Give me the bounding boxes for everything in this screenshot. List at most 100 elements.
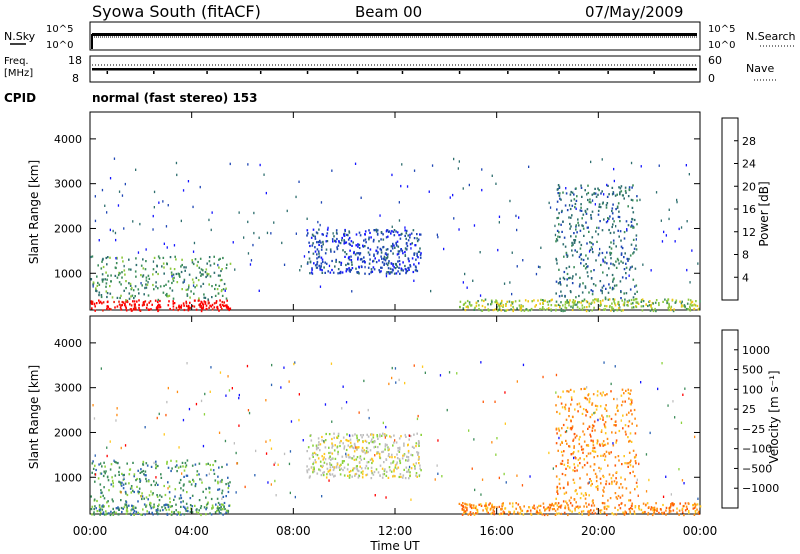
range-cell xyxy=(99,300,102,303)
range-cell xyxy=(689,309,692,312)
range-cell xyxy=(619,191,621,194)
range-cell xyxy=(298,180,300,183)
range-cell xyxy=(90,255,92,259)
range-cell xyxy=(200,300,202,303)
range-cell xyxy=(343,474,346,477)
range-cell xyxy=(515,507,517,510)
range-cell xyxy=(315,446,318,449)
range-cell xyxy=(584,209,587,212)
range-cell xyxy=(554,513,557,516)
range-cell xyxy=(611,286,614,290)
range-cell xyxy=(579,283,581,286)
range-cell xyxy=(366,461,369,464)
range-cell xyxy=(333,466,336,469)
range-cell xyxy=(681,300,683,303)
range-cell xyxy=(610,417,613,421)
range-cell xyxy=(94,454,96,457)
range-cell xyxy=(528,506,531,509)
range-cell xyxy=(599,417,602,420)
range-cell xyxy=(290,420,293,423)
range-cell xyxy=(164,506,166,510)
range-cell xyxy=(94,505,96,508)
range-cell xyxy=(572,469,574,472)
range-cell xyxy=(587,452,590,455)
range-cell xyxy=(394,475,396,478)
range-cell xyxy=(605,206,608,209)
range-cell xyxy=(157,309,159,313)
range-cell xyxy=(588,400,591,403)
range-cell xyxy=(144,426,146,429)
range-cell xyxy=(347,474,349,477)
range-cell xyxy=(339,464,341,467)
range-cell xyxy=(369,258,371,261)
range-cell xyxy=(581,217,583,220)
range-cell xyxy=(102,504,104,507)
range-cell xyxy=(374,454,376,457)
range-cell xyxy=(624,504,626,507)
range-cell xyxy=(404,250,406,254)
range-cell xyxy=(204,302,207,305)
range-cell xyxy=(485,502,487,505)
range-cell xyxy=(187,288,189,291)
range-cell xyxy=(113,459,115,462)
y-tick-label: 2000 xyxy=(54,426,82,439)
range-cell xyxy=(687,509,690,513)
range-cell xyxy=(567,459,569,462)
range-cell xyxy=(170,459,172,462)
range-cell xyxy=(193,299,196,302)
range-cell xyxy=(252,243,254,247)
range-cell xyxy=(480,493,482,496)
range-cell xyxy=(516,265,518,268)
range-cell xyxy=(608,245,611,249)
range-cell xyxy=(589,433,591,436)
range-cell xyxy=(494,400,496,403)
range-cell xyxy=(627,304,629,307)
freq-unit-label: [MHz] xyxy=(4,68,33,79)
range-cell xyxy=(602,502,604,505)
range-cell xyxy=(446,408,448,412)
range-cell xyxy=(591,482,593,486)
range-cell xyxy=(403,468,405,471)
range-cell xyxy=(548,503,551,506)
range-cell xyxy=(357,256,359,259)
range-cell xyxy=(363,457,366,460)
range-cell xyxy=(145,504,148,507)
range-cell xyxy=(200,307,203,310)
range-cell xyxy=(131,294,134,297)
range-cell xyxy=(95,302,98,305)
range-cell xyxy=(603,506,606,509)
range-cell xyxy=(155,270,157,274)
range-cell xyxy=(122,474,124,477)
range-cell xyxy=(380,266,382,269)
range-cell xyxy=(623,302,626,305)
range-cell xyxy=(172,308,175,311)
range-cell xyxy=(157,300,159,303)
range-cell xyxy=(564,505,567,508)
range-cell xyxy=(391,173,393,177)
range-cell xyxy=(644,510,646,514)
range-cell xyxy=(554,224,556,228)
range-cell xyxy=(691,304,694,307)
range-cell xyxy=(153,505,156,509)
range-cell xyxy=(505,309,507,312)
range-cell xyxy=(358,246,361,250)
range-cell xyxy=(312,471,314,474)
range-cell xyxy=(336,237,338,241)
range-cell xyxy=(102,265,105,269)
range-cell xyxy=(591,210,594,213)
range-cell xyxy=(604,308,607,311)
range-cell xyxy=(570,420,572,423)
range-cell xyxy=(406,245,409,248)
y-tick-label: 2000 xyxy=(54,222,82,235)
range-cell xyxy=(298,393,300,396)
range-cell xyxy=(602,391,604,394)
range-cell xyxy=(650,269,652,272)
range-cell xyxy=(194,258,197,261)
range-cell xyxy=(329,451,332,454)
range-cell xyxy=(555,502,557,505)
range-cell xyxy=(597,209,600,212)
range-cell xyxy=(500,512,502,515)
range-cell xyxy=(571,504,574,507)
range-cell xyxy=(580,445,583,448)
range-cell xyxy=(586,242,588,245)
